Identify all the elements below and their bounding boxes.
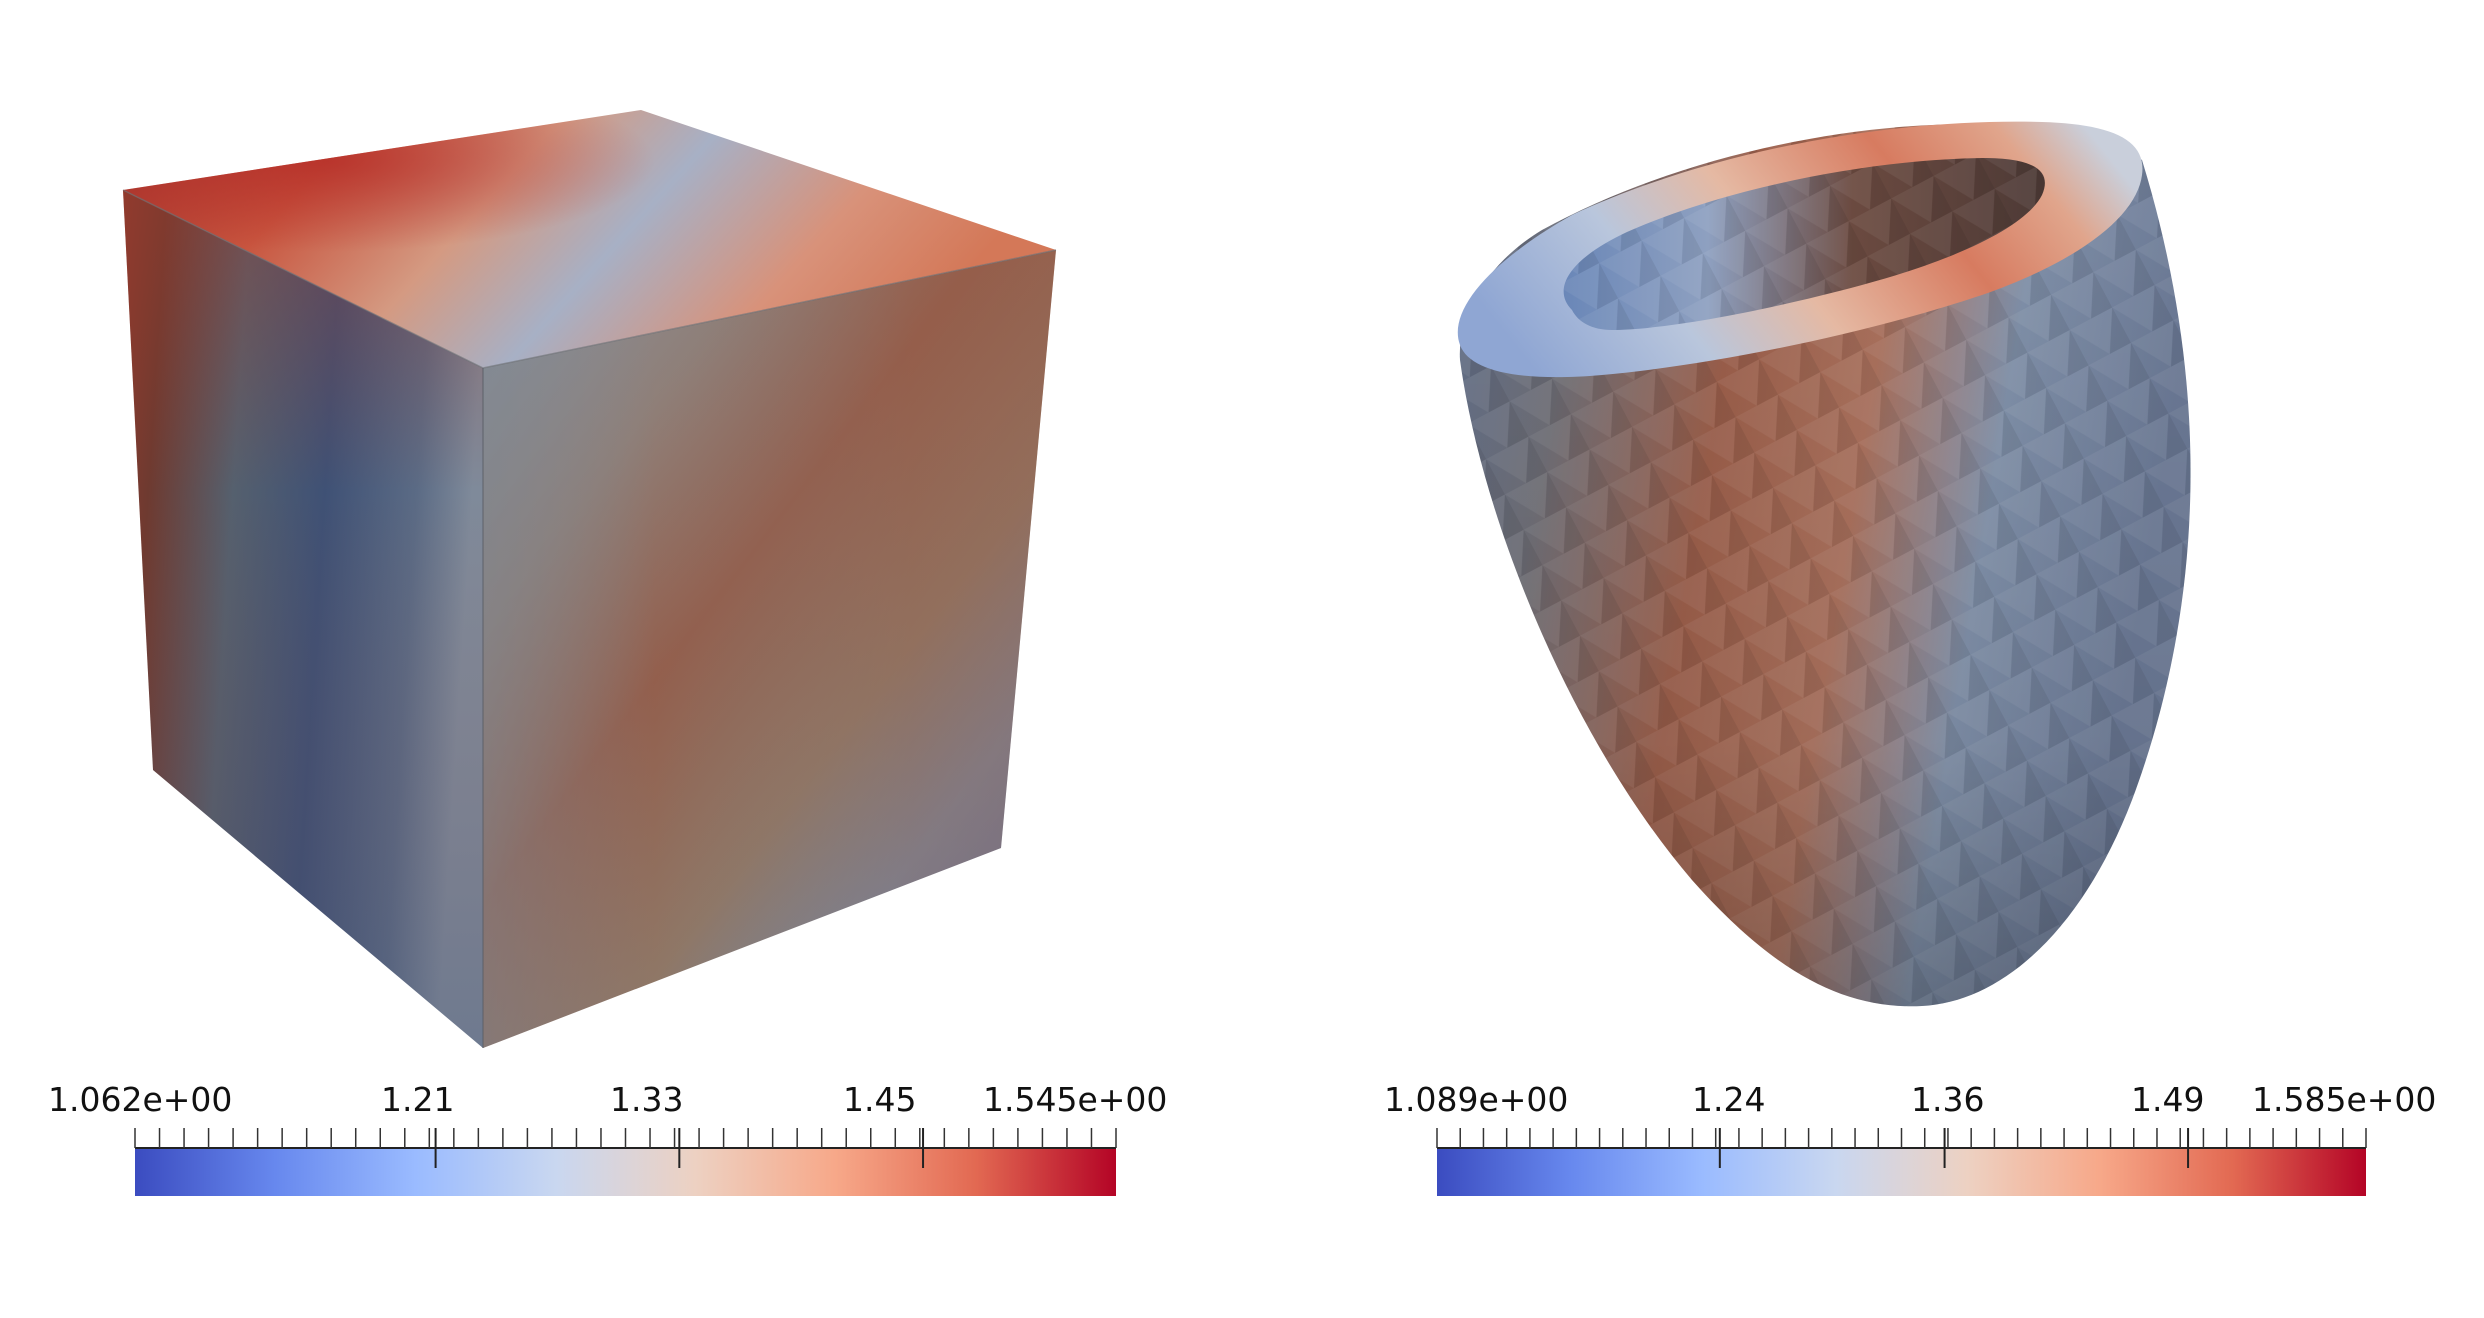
cube-colorbar: 1.062e+00 1.21 1.33 1.45 1.545e+00 — [48, 1080, 1168, 1200]
colorbar-tick-label: 1.33 — [610, 1080, 684, 1119]
colorbar-tick-label: 1.21 — [381, 1080, 455, 1119]
ventricle-colorbar: 1.089e+00 1.24 1.36 1.49 1.585e+00 — [1384, 1080, 2444, 1200]
ventricle-panel: 1.089e+00 1.24 1.36 1.49 1.585e+00 — [1242, 0, 2484, 1318]
colorbar-min-label: 1.089e+00 — [1384, 1080, 1569, 1119]
cube-panel: 1.062e+00 1.21 1.33 1.45 1.545e+00 — [48, 110, 1168, 1200]
cube-render — [122, 110, 1057, 1048]
colorbar-max-label: 1.585e+00 — [2252, 1080, 2437, 1119]
colorbar-max-label: 1.545e+00 — [983, 1080, 1168, 1119]
colorbar-ticks — [134, 1128, 1117, 1196]
colorbar-tick-label: 1.36 — [1911, 1080, 1985, 1119]
colorbar-ticks — [1436, 1128, 2367, 1196]
colorbar-tick-label: 1.24 — [1692, 1080, 1766, 1119]
colorbar-min-label: 1.062e+00 — [48, 1080, 233, 1119]
colorbar-tick-label: 1.49 — [2131, 1080, 2205, 1119]
colorbar-gradient — [135, 1148, 1116, 1196]
colorbar-gradient — [1437, 1148, 2366, 1196]
colorbar-tick-label: 1.45 — [843, 1080, 917, 1119]
ventricle-render — [1457, 121, 2191, 1007]
